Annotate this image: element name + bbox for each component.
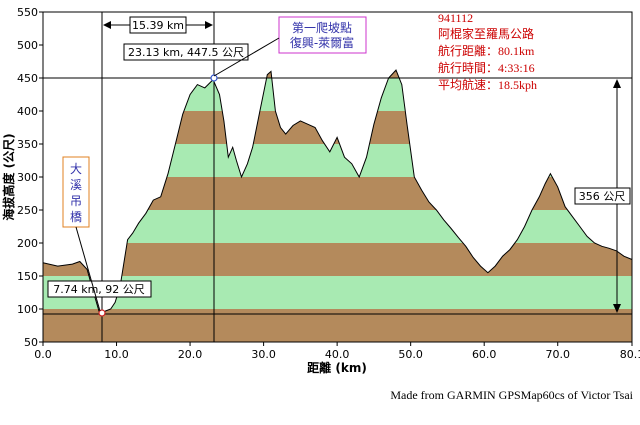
peak-label-box — [123, 43, 249, 61]
x-tick-label: 20.0 — [178, 348, 203, 361]
bridge-leader-line — [75, 226, 101, 312]
elevation-profile-line — [42, 69, 633, 316]
x-tick-label: 10.0 — [104, 348, 129, 361]
low-label-box — [47, 280, 152, 298]
y-tick-label: 50 — [24, 336, 38, 349]
y-tick-label: 100 — [17, 303, 38, 316]
distance-span-arrowhead-left — [103, 21, 111, 29]
bridge-label-box — [62, 156, 90, 228]
climb-point-label-line1: 第一爬坡點 — [292, 21, 352, 35]
y-tick-label: 500 — [17, 39, 38, 52]
x-axis-label: 距離 (km) — [307, 360, 367, 375]
info-speed: 平均航速：18.5kph — [438, 77, 537, 92]
climb-point-label-box — [278, 16, 367, 54]
bridge-label-char1: 大 — [70, 162, 82, 176]
elevation-band — [43, 210, 632, 243]
elevation-gain-label: 356 公尺 — [579, 190, 626, 203]
elevation-band — [43, 144, 632, 177]
elevation-band — [43, 243, 632, 276]
distance-span-label-box — [129, 16, 187, 34]
y-tick-label: 300 — [17, 171, 38, 184]
y-tick-label: 250 — [17, 204, 38, 217]
info-time: 航行時間：4:33:16 — [438, 60, 535, 75]
x-axis-ticks: 0.0 10.0 20.0 30.0 40.0 50.0 60.0 70.0 80.1 — [34, 342, 640, 361]
y-tick-label: 400 — [17, 105, 38, 118]
x-tick-label: 0.0 — [34, 348, 52, 361]
y-tick-label: 450 — [17, 72, 38, 85]
climb-point-label-line2: 復興-萊爾富 — [290, 35, 354, 50]
elevation-gain-label-box — [574, 187, 631, 205]
low-label: 7.74 km, 92 公尺 — [53, 283, 145, 296]
y-tick-label: 150 — [17, 270, 38, 283]
peak-label: 23.13 km, 447.5 公尺 — [128, 46, 244, 59]
y-axis-ticks: 50 100 150 200 250 300 350 400 450 500 550 — [17, 6, 43, 349]
distance-span-arrowhead-right — [205, 21, 213, 29]
info-date: 941112 — [438, 11, 473, 25]
x-tick-label: 60.0 — [472, 348, 497, 361]
x-tick-label: 70.0 — [545, 348, 570, 361]
info-distance: 航行距離：80.1km — [438, 43, 535, 58]
distance-span-label: 15.39 km — [132, 19, 184, 32]
info-route: 阿棍家至羅馬公路 — [438, 26, 534, 41]
y-tick-label: 350 — [17, 138, 38, 151]
elevation-band — [43, 177, 632, 210]
climb-point-leader-line — [213, 37, 280, 77]
x-tick-label: 50.0 — [398, 348, 423, 361]
low-marker — [98, 309, 106, 317]
bridge-label-char3: 吊 — [70, 194, 82, 208]
elevation-band — [43, 78, 632, 111]
x-tick-label: 30.0 — [251, 348, 276, 361]
y-axis-label: 海拔高度 (公尺) — [1, 133, 16, 220]
bridge-label-char4: 橋 — [70, 210, 82, 224]
y-tick-label: 200 — [17, 237, 38, 250]
x-tick-label: 40.0 — [325, 348, 350, 361]
y-tick-label: 550 — [17, 6, 38, 19]
credit-text: Made from GARMIN GPSMap60cs of Victor Ts… — [390, 388, 633, 402]
bridge-label-char2: 溪 — [70, 178, 82, 192]
elevation-gain-arrowhead-top — [613, 79, 621, 88]
peak-marker — [210, 74, 218, 82]
x-tick-label: 80.1 — [620, 348, 640, 361]
elevation-gain-arrowhead-bottom — [613, 304, 621, 313]
